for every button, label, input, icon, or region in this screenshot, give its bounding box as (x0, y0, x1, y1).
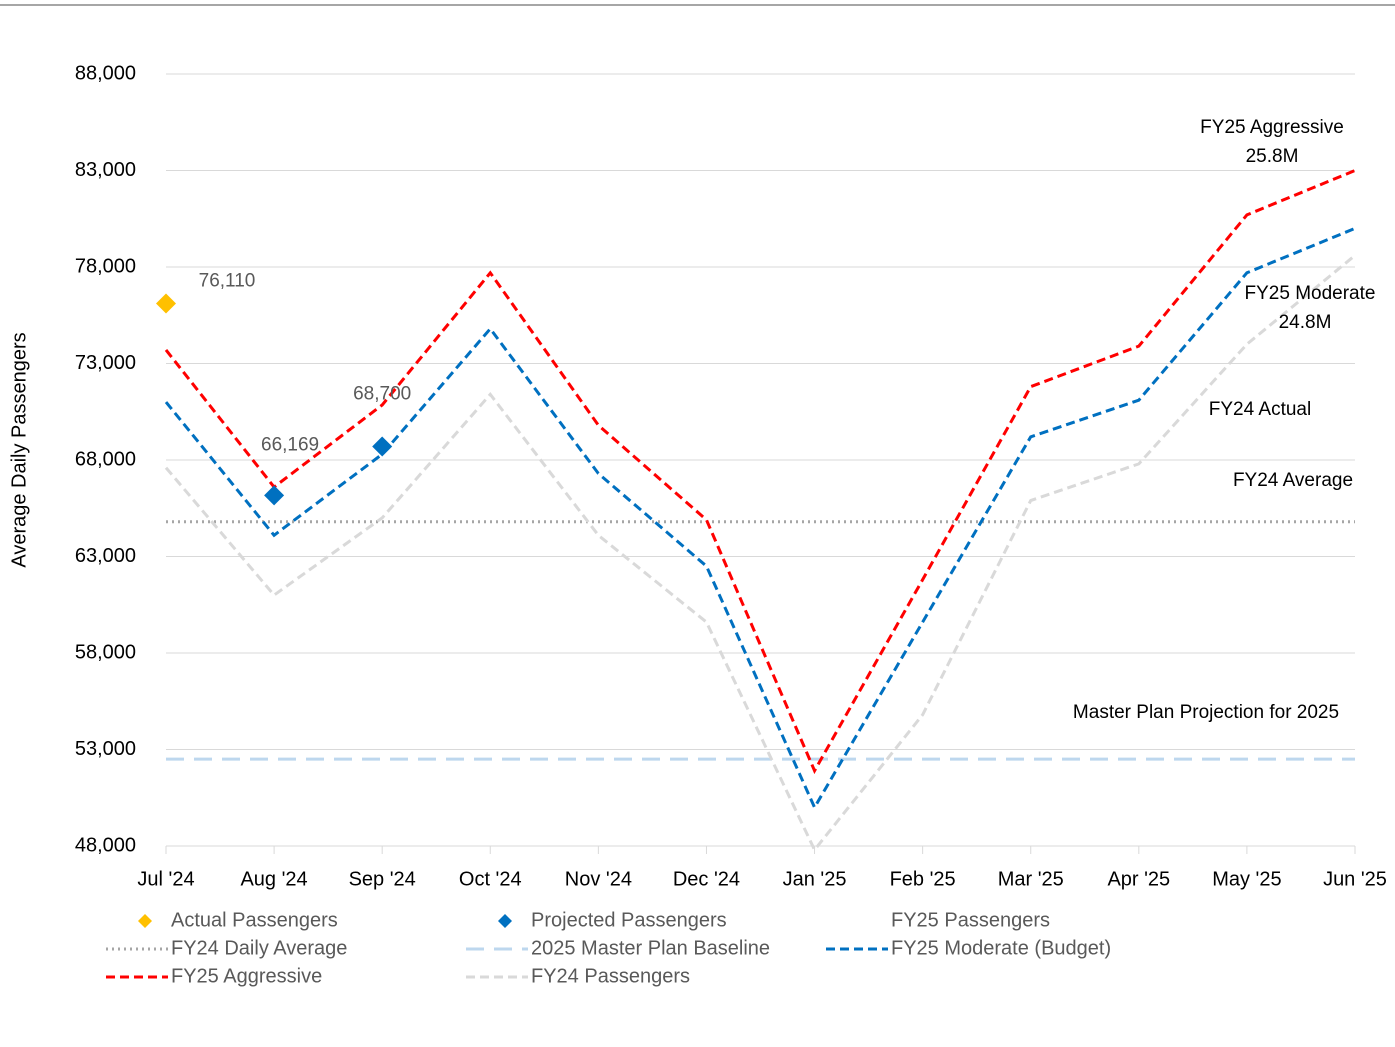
annotation: FY24 Actual (1209, 399, 1311, 420)
y-axis-label: Average Daily Passengers (8, 332, 30, 567)
legend-label: Projected Passengers (531, 909, 727, 931)
legend-label: FY25 Aggressive (171, 965, 322, 987)
y-tick-label: 53,000 (75, 738, 136, 760)
legend-label: FY24 Daily Average (171, 937, 347, 959)
x-tick-label: Aug '24 (240, 868, 307, 890)
legend-label: 2025 Master Plan Baseline (531, 937, 770, 959)
data-point (156, 293, 176, 314)
y-tick-label: 58,000 (75, 641, 136, 663)
legend-label: Actual Passengers (171, 909, 338, 931)
y-tick-label: 68,000 (75, 448, 136, 470)
x-tick-label: May '25 (1212, 868, 1281, 890)
x-tick-label: Dec '24 (673, 868, 740, 890)
legend-label: FY24 Passengers (531, 965, 690, 987)
x-tick-label: Jan '25 (783, 868, 847, 890)
x-tick-label: Feb '25 (890, 868, 956, 890)
series-line (164, 169, 1356, 775)
annotation: 24.8M (1279, 312, 1332, 333)
legend-symbol (138, 914, 152, 928)
data-label: 68,700 (353, 384, 411, 405)
data-point (264, 485, 285, 506)
annotation: FY25 Moderate (1245, 283, 1376, 304)
y-tick-label: 83,000 (75, 159, 136, 181)
y-tick-label: 73,000 (75, 352, 136, 374)
y-tick-label: 48,000 (75, 834, 136, 856)
y-tick-label: 63,000 (75, 545, 136, 567)
series-line (164, 227, 1356, 811)
x-tick-label: Apr '25 (1107, 868, 1170, 890)
annotation: FY24 Average (1233, 470, 1353, 491)
x-tick-label: Jun '25 (1323, 868, 1387, 890)
x-tick-label: Mar '25 (998, 868, 1064, 890)
legend-label: FY25 Passengers (891, 909, 1050, 931)
y-tick-label: 78,000 (75, 255, 136, 277)
legend-symbol (498, 914, 512, 928)
series-line (164, 254, 1356, 853)
x-tick-label: Jul '24 (137, 868, 194, 890)
x-tick-label: Sep '24 (349, 868, 416, 890)
legend-label: FY25 Moderate (Budget) (891, 937, 1111, 959)
annotation: Master Plan Projection for 2025 (1073, 702, 1339, 723)
x-tick-label: Nov '24 (565, 868, 632, 890)
annotation: 25.8M (1246, 146, 1299, 167)
data-label: 66,169 (261, 434, 319, 455)
annotation: FY25 Aggressive (1200, 117, 1344, 138)
y-tick-label: 88,000 (75, 62, 136, 84)
x-tick-label: Oct '24 (459, 868, 522, 890)
data-point (372, 436, 393, 457)
data-label: 76,110 (199, 270, 256, 291)
